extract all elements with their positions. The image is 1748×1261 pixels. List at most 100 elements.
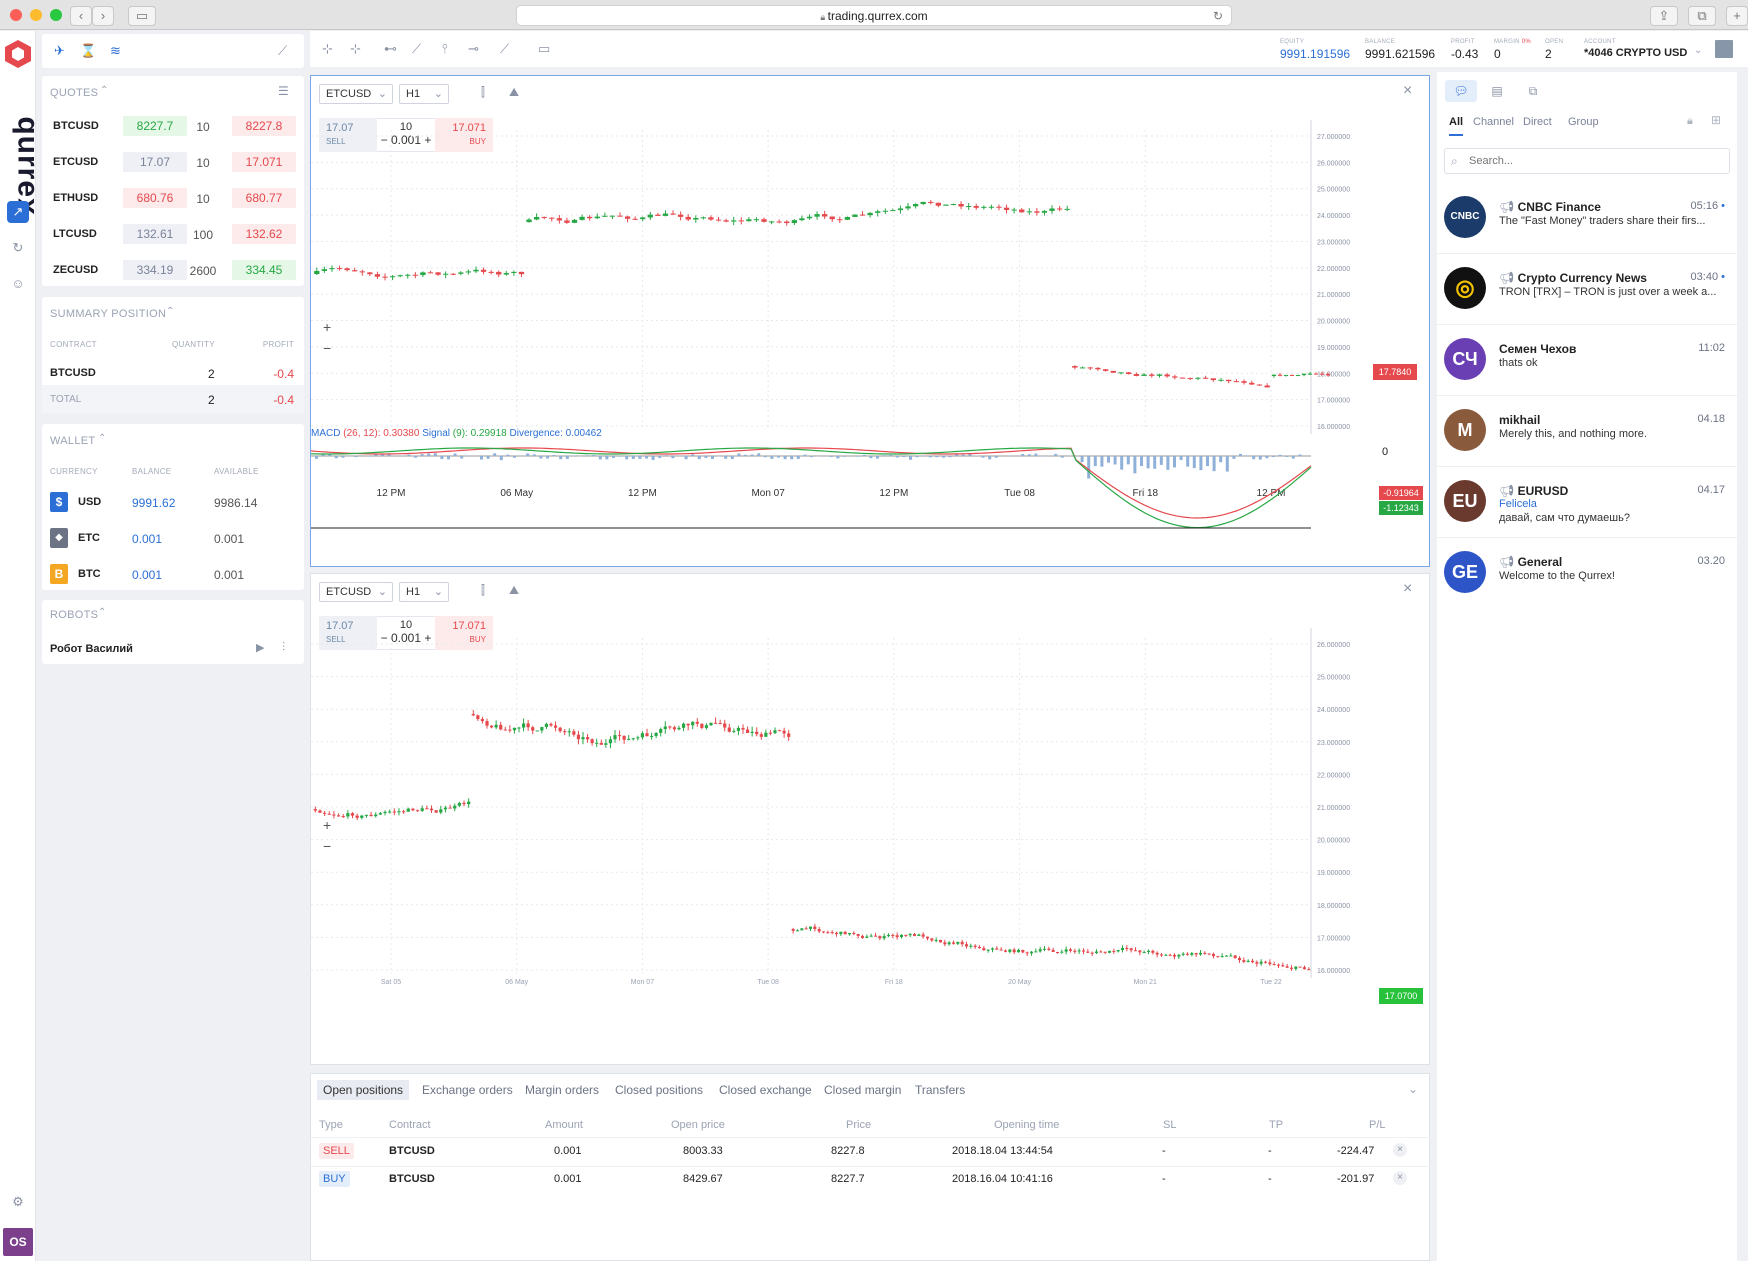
buy-button[interactable]: 17.071 BUY xyxy=(435,118,493,152)
share-icon[interactable]: ⇪ xyxy=(1650,6,1678,26)
indicator-icon[interactable]: ⛰ xyxy=(509,85,520,99)
back-icon[interactable]: ‹ xyxy=(70,6,92,26)
reload-icon[interactable]: ↻ xyxy=(1212,9,1223,23)
tab-transfers[interactable]: Transfers xyxy=(915,1083,966,1097)
feed-icon[interactable]: ≋ xyxy=(110,43,121,58)
table-row[interactable]: SELL BTCUSD 0.001 8003.33 8227.8 2018.18… xyxy=(311,1138,1431,1166)
ray-tool-icon[interactable]: ⟋ xyxy=(500,41,510,56)
ask-price[interactable]: 334.45 xyxy=(232,260,296,280)
close-chart-icon[interactable]: × xyxy=(1403,580,1413,597)
news-icon[interactable]: ▤ xyxy=(1491,84,1503,98)
bid-price[interactable]: 334.19 xyxy=(123,260,187,280)
zoom-in-icon[interactable]: + xyxy=(323,319,332,335)
candles-icon[interactable]: ⫿ xyxy=(481,583,485,597)
quantity-stepper[interactable]: 10− 0.001 + xyxy=(377,616,435,650)
zoom-out-icon[interactable]: − xyxy=(323,340,332,356)
robot-icon[interactable]: ☺ xyxy=(11,276,25,291)
copy-icon[interactable]: ⧉ xyxy=(1528,84,1538,98)
symbol-select[interactable]: ETCUSD ⌄ xyxy=(319,84,393,104)
ask-price[interactable]: 680.77 xyxy=(232,188,296,208)
timeframe-select[interactable]: H1 ⌄ xyxy=(399,582,449,602)
lock-icon[interactable]: 🔒︎ xyxy=(1687,115,1693,127)
quantity-stepper[interactable]: 10− 0.001 + xyxy=(377,118,435,152)
price-chart-1[interactable]: 27.000000 26.000000 25.000000 24.000000 23.0… xyxy=(311,106,1431,566)
buy-button[interactable]: 17.071 BUY xyxy=(435,616,493,650)
tab-closed-margin[interactable]: Closed margin xyxy=(824,1083,902,1097)
close-window-icon[interactable] xyxy=(10,9,22,21)
rocket-icon[interactable]: ✈ xyxy=(54,43,65,58)
maximize-window-icon[interactable] xyxy=(50,9,62,21)
crosshair-minus-tool-icon[interactable]: ⊹ xyxy=(350,41,361,56)
collapse-chevron-icon[interactable]: ⌃ xyxy=(100,85,109,96)
collapse-chevron-icon[interactable]: ⌃ xyxy=(166,306,175,317)
account-select[interactable]: *4046 CRYPTO USD xyxy=(1584,47,1688,59)
chat-tab-group[interactable]: Group xyxy=(1568,116,1599,128)
chat-item[interactable]: M mikhail 04.18 Merely this, and nothing… xyxy=(1437,397,1737,467)
url-bar[interactable]: 🔒︎ trading.qurrex.com ↻ xyxy=(516,5,1232,26)
sidebar-toggle-icon[interactable]: ▭ xyxy=(128,6,156,26)
price-chart-2[interactable]: 26.000000 25.000000 24.000000 23.000000 22.0… xyxy=(311,604,1431,1064)
new-chat-icon[interactable]: ⊞ xyxy=(1711,113,1722,127)
timeframe-select[interactable]: H1 ⌄ xyxy=(399,84,449,104)
bid-price[interactable]: 17.07 xyxy=(123,152,187,172)
quote-row[interactable]: ETCUSD 17.07 10 17.071 xyxy=(42,146,310,178)
tab-margin-orders[interactable]: Margin orders xyxy=(525,1083,600,1097)
account-chevron-icon[interactable]: ⌄ xyxy=(1694,45,1703,56)
forward-icon[interactable]: › xyxy=(92,6,114,26)
collapse-chevron-icon[interactable]: ⌃ xyxy=(98,433,107,444)
chat-item[interactable]: GE 📢︎ General 03.20 Welcome to the Qurre… xyxy=(1437,539,1737,609)
close-position-icon[interactable]: × xyxy=(1393,1143,1407,1157)
chat-bubble-icon[interactable]: 💬︎ xyxy=(1445,80,1477,102)
crosshair-tool-icon[interactable]: ⊹ xyxy=(322,41,333,56)
symbol-select[interactable]: ETCUSD ⌄ xyxy=(319,582,393,602)
chat-item[interactable]: СЧ Семен Чехов 11:02 thats ok xyxy=(1437,326,1737,396)
vertical-line-tool-icon[interactable]: ⫯ xyxy=(442,41,448,56)
quote-row[interactable]: BTCUSD 8227.7 10 8227.8 xyxy=(42,110,310,142)
search-input[interactable] xyxy=(1469,153,1719,169)
chat-tab-channel[interactable]: Channel xyxy=(1473,116,1514,128)
tab-exchange-orders[interactable]: Exchange orders xyxy=(422,1083,513,1097)
play-icon[interactable]: ▶ xyxy=(256,642,265,654)
quote-row[interactable]: LTCUSD 132.61 100 132.62 xyxy=(42,218,310,250)
chat-search[interactable]: ⌕ xyxy=(1444,148,1730,174)
hourglass-icon[interactable]: ⌛ xyxy=(80,43,97,58)
chat-tab-direct[interactable]: Direct xyxy=(1523,116,1552,128)
candles-icon[interactable]: ⫿ xyxy=(481,85,485,99)
zoom-in-icon[interactable]: + xyxy=(323,817,332,833)
bid-price[interactable]: 680.76 xyxy=(123,188,187,208)
chat-item[interactable]: EU 📢︎ EURUSD 04.17 Felicela давай, сам ч… xyxy=(1437,468,1737,538)
bid-price[interactable]: 132.61 xyxy=(123,224,187,244)
tabs-overview-icon[interactable]: ⧉ xyxy=(1688,6,1716,26)
close-chart-icon[interactable]: × xyxy=(1403,82,1413,99)
folder-icon[interactable]: ▭ xyxy=(538,41,551,56)
segment-tool-icon[interactable]: ⊷ xyxy=(384,41,397,56)
settings-gear-icon[interactable]: ⚙ xyxy=(12,1194,24,1209)
quote-row[interactable]: ZECUSD 334.19 2600 334.45 xyxy=(42,254,310,286)
minimize-window-icon[interactable] xyxy=(30,9,42,21)
tab-closed-positions[interactable]: Closed positions xyxy=(615,1083,704,1097)
history-icon[interactable]: ↻ xyxy=(12,240,24,255)
chat-item[interactable]: CNBC 📢︎ CNBC Finance 05:16 • The "Fast M… xyxy=(1437,184,1737,254)
ask-price[interactable]: 17.071 xyxy=(232,152,296,172)
trading-icon[interactable]: ↗ xyxy=(7,201,29,223)
quote-row[interactable]: ETHUSD 680.76 10 680.77 xyxy=(42,182,310,214)
user-avatar[interactable]: OS xyxy=(3,1228,33,1256)
bid-price[interactable]: 8227.7 xyxy=(123,116,187,136)
chat-sender[interactable]: Felicela xyxy=(1499,498,1537,510)
chart-remove-icon[interactable]: ⟋ xyxy=(278,43,288,58)
collapse-panel-icon[interactable]: ⌄ xyxy=(1408,1082,1419,1096)
zoom-out-icon[interactable]: − xyxy=(323,838,332,854)
tab-closed-exchange[interactable]: Closed exchange xyxy=(719,1083,812,1097)
ask-price[interactable]: 8227.8 xyxy=(232,116,296,136)
horizontal-line-tool-icon[interactable]: ⊸ xyxy=(468,41,479,56)
close-position-icon[interactable]: × xyxy=(1393,1171,1407,1185)
ask-price[interactable]: 132.62 xyxy=(232,224,296,244)
robot-settings-icon[interactable]: ⫶ xyxy=(282,640,286,654)
collapse-chevron-icon[interactable]: ⌃ xyxy=(98,607,107,618)
indicator-icon[interactable]: ⛰ xyxy=(509,583,520,597)
tab-open-positions[interactable]: Open positions xyxy=(317,1080,410,1100)
new-tab-icon[interactable]: + xyxy=(1726,6,1748,26)
chat-tab-all[interactable]: All xyxy=(1449,116,1464,136)
trendline-tool-icon[interactable]: ⟋ xyxy=(412,41,422,56)
account-square-icon[interactable] xyxy=(1715,40,1733,58)
